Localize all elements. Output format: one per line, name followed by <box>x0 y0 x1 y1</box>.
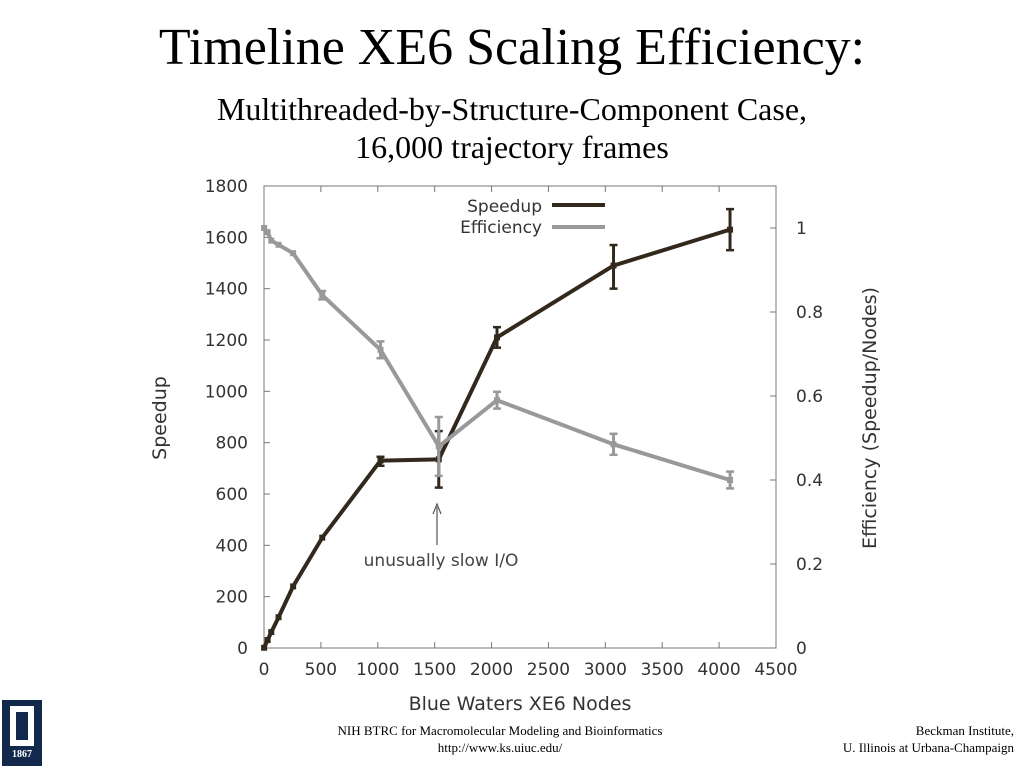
speedup-point <box>377 457 384 464</box>
y-tick-label: 1400 <box>205 280 248 300</box>
data-series <box>261 207 735 651</box>
footer-right: Beckman Institute, U. Illinois at Urbana… <box>694 722 1014 756</box>
x-tick-label: 2500 <box>527 660 570 680</box>
efficiency-point <box>275 241 282 248</box>
footer-center: NIH BTRC for Macromolecular Modeling and… <box>300 722 700 756</box>
y-tick-label: 0 <box>237 639 248 659</box>
x-tick-label: 3000 <box>584 660 627 680</box>
x-tick-label: 1000 <box>356 660 399 680</box>
university-logo: 1867 <box>2 700 42 766</box>
y2-axis-label: Efficiency (Speedup/Nodes) <box>859 287 881 549</box>
footer-institute: Beckman Institute, <box>915 723 1014 738</box>
y-tick-label: 800 <box>216 434 248 454</box>
efficiency-point <box>435 443 442 450</box>
speedup-line <box>262 227 731 649</box>
annotation-arrowhead <box>432 502 442 515</box>
y-tick-label: 1200 <box>205 331 248 351</box>
y-tick-label: 600 <box>216 485 248 505</box>
y2-tick-label: 1 <box>796 219 807 239</box>
subtitle-line-1: Multithreaded-by-Structure-Component Cas… <box>216 91 808 127</box>
slide-title: Timeline XE6 Scaling Efficiency: <box>158 19 866 76</box>
speedup-point <box>494 334 501 341</box>
y-tick-label: 400 <box>216 536 248 556</box>
efficiency-point <box>290 250 297 257</box>
efficiency-point <box>268 237 275 244</box>
subtitle-line-2: 16,000 trajectory frames <box>355 129 669 165</box>
block-i-icon <box>10 706 34 746</box>
y-tick-label: 1600 <box>205 228 248 248</box>
x-tick-label: 1500 <box>413 660 456 680</box>
footer-org: NIH BTRC for Macromolecular Modeling and… <box>337 723 663 738</box>
efficiency-point <box>610 441 617 448</box>
slide-subtitle: Multithreaded-by-Structure-Component Cas… <box>0 90 1024 166</box>
footer-url: http://www.ks.uiuc.edu/ <box>437 740 563 755</box>
y2-tick-label: 0.2 <box>796 555 823 575</box>
io-annotation: unusually slow I/O <box>364 502 519 571</box>
speedup-point <box>261 644 268 651</box>
legend-label-speedup: Speedup <box>467 197 542 217</box>
speedup-point <box>610 262 617 269</box>
efficiency-point <box>377 346 384 353</box>
y-tick-label: 200 <box>216 588 248 608</box>
plot-frame <box>263 185 777 649</box>
legend: Speedup Efficiency <box>460 197 605 238</box>
x-tick-label: 4500 <box>754 660 797 680</box>
efficiency-point <box>727 477 734 483</box>
x-tick-label: 500 <box>305 660 337 680</box>
speedup-point <box>275 614 282 621</box>
legend-label-efficiency: Efficiency <box>460 218 542 238</box>
speedup-point <box>268 629 275 636</box>
y-axis-label: Speedup <box>149 376 171 460</box>
x-tick-label: 2000 <box>470 660 513 680</box>
speedup-point <box>264 637 271 644</box>
efficiency-line <box>262 226 731 482</box>
efficiency-point <box>319 292 326 299</box>
y2-tick-label: 0.8 <box>796 303 823 323</box>
y-tick-label: 1800 <box>205 177 248 197</box>
series-speedup <box>261 207 735 651</box>
efficiency-point <box>261 225 268 231</box>
x-axis-label: Blue Waters XE6 Nodes <box>409 693 632 715</box>
efficiency-point <box>264 229 271 236</box>
x-tick-label: 0 <box>259 660 270 680</box>
footer-university: U. Illinois at Urbana-Champaign <box>842 740 1014 755</box>
speedup-point <box>290 583 297 590</box>
y-tick-label: 1000 <box>205 382 248 402</box>
logo-year: 1867 <box>12 749 32 760</box>
y2-tick-label: 0.6 <box>796 387 823 407</box>
y2-tick-label: 0.4 <box>796 471 823 491</box>
annotation-text: unusually slow I/O <box>364 551 519 571</box>
x-tick-label: 4000 <box>697 660 740 680</box>
axis-ticks: 0 500 1000 1500 2000 2500 3000 3500 4000 45000200… <box>205 177 823 680</box>
efficiency-point <box>494 397 501 404</box>
y2-tick-label: 0 <box>796 639 807 659</box>
speedup-point <box>727 226 734 233</box>
series-efficiency <box>261 225 735 490</box>
speedup-point <box>319 534 326 541</box>
x-tick-label: 3500 <box>641 660 684 680</box>
